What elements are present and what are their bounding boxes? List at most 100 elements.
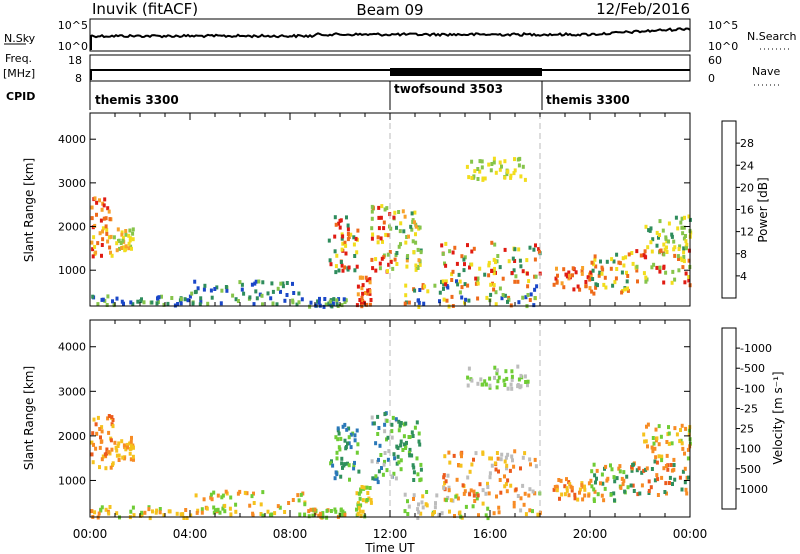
scatter-point <box>648 228 652 233</box>
scatter-point <box>687 214 691 219</box>
scatter-point <box>92 442 95 447</box>
scatter-point <box>603 275 607 280</box>
scatter-point <box>517 247 521 252</box>
scatter-point <box>414 240 418 245</box>
scatter-point <box>273 511 277 516</box>
scatter-point <box>414 267 418 272</box>
scatter-point <box>416 247 420 252</box>
scatter-point <box>450 294 454 299</box>
scatter-point <box>683 451 686 456</box>
scatter-point <box>494 467 498 472</box>
scatter-point <box>395 262 399 266</box>
scatter-point <box>109 465 113 470</box>
scatter-point <box>519 508 523 513</box>
scatter-point <box>421 494 425 499</box>
scatter-point <box>342 297 346 302</box>
scatter-point <box>680 423 684 428</box>
scatter-point <box>202 287 206 292</box>
scatter-point <box>344 243 348 248</box>
cpid-program-1: themis 3300 <box>95 93 179 107</box>
scatter-point <box>600 265 604 270</box>
scatter-point <box>332 297 336 302</box>
scatter-point <box>212 505 216 510</box>
scatter-point <box>220 288 224 293</box>
scatter-point <box>417 258 421 263</box>
scatter-point <box>662 252 666 257</box>
scatter-point <box>346 441 349 446</box>
scatter-point <box>455 279 458 284</box>
scatter-point <box>195 510 199 515</box>
scatter-point <box>281 281 285 286</box>
scatter-point <box>481 176 485 181</box>
scatter-point <box>470 159 474 164</box>
scatter-point <box>115 448 119 453</box>
scatter-point <box>223 503 227 508</box>
scatter-point <box>147 507 151 512</box>
scatter-point <box>213 287 217 291</box>
scatter-point <box>513 157 516 162</box>
scatter-point <box>583 484 586 489</box>
scatter-point <box>682 225 686 230</box>
scatter-point <box>413 288 417 293</box>
scatter-point <box>513 247 517 252</box>
scatter-point <box>493 266 496 271</box>
scatter-point <box>593 489 597 494</box>
scatter-point <box>91 294 95 299</box>
scatter-point <box>102 203 106 208</box>
scatter-point <box>521 455 525 460</box>
scatter-point <box>335 298 339 303</box>
scatter-point <box>674 215 678 220</box>
scatter-point <box>471 504 475 509</box>
scatter-point <box>521 269 525 274</box>
scatter-point <box>414 263 418 268</box>
scatter-point <box>604 464 608 469</box>
scatter-point <box>417 510 421 515</box>
scatter-point <box>687 275 691 279</box>
scatter-point <box>655 230 659 235</box>
scatter-point <box>670 232 674 237</box>
scatter-point <box>377 469 381 474</box>
scatter-point <box>526 379 530 384</box>
scatter-point <box>655 243 659 248</box>
scatter-point <box>676 226 680 231</box>
scatter-point <box>517 300 521 305</box>
scatter-point <box>406 512 410 516</box>
scatter-point <box>370 209 374 214</box>
scatter-point <box>196 286 200 291</box>
time-tick-label: 08:00 <box>273 527 308 541</box>
scatter-point <box>93 223 97 228</box>
scatter-point <box>390 429 394 434</box>
scatter-point <box>603 486 607 491</box>
scatter-point <box>578 287 582 292</box>
scatter-point <box>615 252 619 257</box>
scatter-point <box>479 377 483 382</box>
scatter-point <box>504 482 508 487</box>
scatter-point <box>115 511 119 516</box>
scatter-point <box>599 259 602 264</box>
scatter-point <box>140 297 143 302</box>
scatter-point <box>593 473 597 478</box>
scatter-point <box>101 297 105 302</box>
scatter-point <box>107 209 111 214</box>
scatter-point <box>118 246 121 251</box>
scatter-point <box>387 262 391 267</box>
scatter-point <box>392 452 396 457</box>
scatter-point <box>101 237 105 242</box>
scatter-point <box>684 239 688 244</box>
scatter-point <box>415 420 419 425</box>
scatter-point <box>487 260 491 265</box>
scatter-point <box>261 280 265 285</box>
scatter-point <box>340 263 344 268</box>
scatter-point <box>341 268 345 273</box>
scatter-point <box>685 246 688 251</box>
scatter-point <box>554 276 558 281</box>
scatter-point <box>285 293 289 297</box>
scatter-point <box>162 302 166 307</box>
scatter-point <box>297 300 301 305</box>
scatter-point <box>107 235 111 240</box>
scatter-point <box>443 261 446 266</box>
scatter-point <box>90 240 94 245</box>
scatter-point <box>532 303 536 308</box>
scatter-point <box>402 442 406 447</box>
scatter-point <box>108 245 112 250</box>
